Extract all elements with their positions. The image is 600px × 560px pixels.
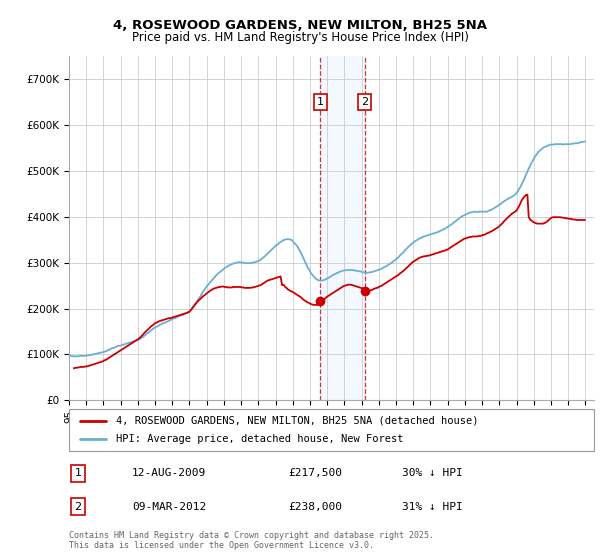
Text: 1: 1 (74, 468, 82, 478)
Text: 30% ↓ HPI: 30% ↓ HPI (402, 468, 463, 478)
Text: Contains HM Land Registry data © Crown copyright and database right 2025.
This d: Contains HM Land Registry data © Crown c… (69, 530, 434, 550)
Text: 12-AUG-2009: 12-AUG-2009 (132, 468, 206, 478)
Bar (320, 56, 365, 400)
Text: 2: 2 (74, 502, 82, 512)
Text: 1: 1 (317, 97, 324, 107)
Text: £238,000: £238,000 (288, 502, 342, 512)
Text: 4, ROSEWOOD GARDENS, NEW MILTON, BH25 5NA: 4, ROSEWOOD GARDENS, NEW MILTON, BH25 5N… (113, 19, 487, 32)
Text: £217,500: £217,500 (288, 468, 342, 478)
Text: 31% ↓ HPI: 31% ↓ HPI (402, 502, 463, 512)
Text: 09-MAR-2012: 09-MAR-2012 (132, 502, 206, 512)
Text: HPI: Average price, detached house, New Forest: HPI: Average price, detached house, New … (116, 434, 404, 444)
Text: Price paid vs. HM Land Registry's House Price Index (HPI): Price paid vs. HM Land Registry's House … (131, 31, 469, 44)
Text: 2: 2 (361, 97, 368, 107)
Text: 4, ROSEWOOD GARDENS, NEW MILTON, BH25 5NA (detached house): 4, ROSEWOOD GARDENS, NEW MILTON, BH25 5N… (116, 416, 479, 426)
